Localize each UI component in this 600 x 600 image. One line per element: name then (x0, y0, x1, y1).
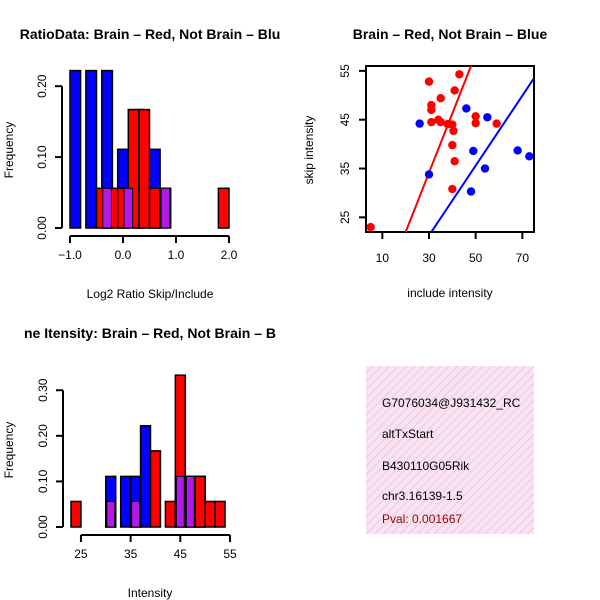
intensity-x-tick-label-3: 55 (223, 547, 237, 561)
scatter-y-tick-label-3: 55 (338, 64, 352, 78)
ratio-x-axis-label: Log2 Ratio Skip/Include (87, 287, 214, 301)
ratio-y-axis-label: Frequency (2, 122, 16, 179)
ratio-overlap-bar-1 (123, 187, 134, 229)
intensity-y-axis-label: Frequency (2, 422, 16, 479)
intensity-histogram-panel: ne Itensity: Brain – Red, Not Brain – B … (2, 325, 276, 600)
ratio-y-tick-label-2: 0.20 (35, 74, 49, 98)
ratio-bar-brain-10 (217, 187, 230, 229)
scatter-point-brain-1 (424, 77, 434, 86)
ratio-chart-title: RatioData: Brain – Red, Not Brain – Blu (20, 26, 281, 42)
intensity-overlap-bar-2 (175, 475, 185, 528)
scatter-x-tick-label-1: 30 (422, 251, 436, 265)
scatter-fit-line-not-brain (430, 77, 534, 232)
scatter-point-not-brain-6 (480, 164, 490, 173)
info-panel: G7076034@J931432_RC altTxStart B430110G0… (366, 366, 534, 534)
ratio-x-tick-label-1: 0.0 (115, 248, 132, 262)
intensity-bars (70, 374, 226, 528)
scatter-point-not-brain-1 (424, 170, 434, 179)
intensity-bar-brain-9 (214, 500, 226, 528)
scatter-y-axis-label: skip intensity (302, 116, 316, 185)
scatter-x-tick-label-2: 50 (469, 251, 483, 265)
info-probe-id: G7076034@J931432_RC (382, 396, 521, 410)
scatter-point-not-brain-4 (469, 146, 478, 156)
scatter-plot-box (365, 65, 535, 233)
ratio-bar-brain-4 (138, 108, 151, 229)
scatter-point-not-brain-3 (466, 187, 476, 196)
intensity-overlap-bar-3 (185, 475, 195, 528)
intensity-bar-not-brain-1 (119, 475, 132, 528)
intensity-y-tick-label-1: 0.10 (36, 469, 50, 493)
ratio-bars (69, 69, 230, 229)
intensity-overlap-bar-0 (106, 500, 116, 528)
scatter-point-not-brain-8 (525, 152, 534, 161)
scatter-point-brain-14 (448, 184, 457, 194)
ratio-y-tick-label-1: 0.10 (35, 145, 49, 169)
intensity-bar-brain-4 (164, 500, 177, 528)
scatter-point-brain-13 (448, 140, 457, 150)
scatter-axes: 10 30 50 70 25 35 45 55 (338, 64, 529, 265)
scatter-chart-title: Brain – Red, Not Brain – Blue (353, 26, 548, 42)
scatter-point-brain-8 (448, 120, 457, 129)
ratio-overlap-bar-0 (102, 187, 112, 229)
scatter-point-brain-17 (492, 119, 501, 128)
scatter-marks (366, 66, 534, 232)
scatter-x-axis-label: include intensity (407, 286, 492, 300)
scatter-point-not-brain-2 (462, 104, 471, 113)
intensity-bar-not-brain-3 (139, 425, 152, 528)
scatter-point-not-brain-5 (483, 113, 492, 122)
scatter-point-not-brain-0 (415, 119, 424, 128)
intensity-bar-brain-7 (194, 475, 206, 528)
scatter-point-brain-0 (366, 222, 375, 232)
scatter-point-brain-15 (471, 112, 480, 121)
scatter-x-tick-label-3: 70 (516, 251, 530, 265)
intensity-x-tick-label-1: 35 (124, 547, 138, 561)
ratio-x-tick-label-3: 2.0 (221, 248, 238, 262)
scatter-point-brain-12 (450, 157, 459, 166)
ratio-x-tick-label-0: −1.0 (58, 248, 82, 262)
scatter-x-tick-label-0: 10 (376, 251, 390, 265)
intensity-overlap-bar-1 (131, 500, 141, 528)
scatter-y-tick-label-1: 35 (338, 162, 352, 176)
info-pval: Pval: 0.001667 (382, 512, 462, 526)
ratio-bar-not-brain-0 (69, 69, 82, 229)
intensity-x-tick-label-0: 25 (74, 547, 88, 561)
scatter-point-brain-9 (449, 126, 458, 136)
scatter-point-not-brain-7 (513, 146, 522, 155)
info-panel-background (366, 366, 534, 534)
intensity-bar-brain-0 (70, 500, 82, 528)
scatter-point-brain-4 (427, 105, 436, 115)
info-event-type: altTxStart (382, 427, 434, 441)
scatter-point-brain-6 (436, 117, 445, 127)
intensity-chart-title: ne Itensity: Brain – Red, Not Brain – B (24, 325, 276, 341)
intensity-x-tick-label-2: 45 (174, 547, 188, 561)
scatter-y-tick-label-0: 25 (338, 210, 352, 224)
intensity-axes: 25 35 45 55 0.00 0.10 0.20 0.30 (36, 378, 237, 561)
info-location: chr3.16139-1.5 (382, 489, 463, 503)
scatter-point-brain-10 (450, 86, 459, 95)
ratio-x-tick-label-2: 1.0 (168, 248, 185, 262)
scatter-point-brain-16 (471, 118, 480, 128)
ratio-overlap-bar-2 (160, 187, 171, 229)
scatter-fit-line-brain (404, 66, 472, 232)
ratio-bar-brain-5 (148, 187, 161, 229)
scatter-point-brain-3 (427, 117, 436, 127)
intensity-bar-brain-3 (149, 450, 162, 528)
ratio-histogram-panel: RatioData: Brain – Red, Not Brain – Blu … (2, 26, 280, 301)
intensity-y-tick-label-3: 0.30 (36, 378, 50, 402)
scatter-y-tick-label-2: 45 (338, 113, 352, 127)
scatter-point-brain-11 (455, 70, 464, 79)
scatter-point-brain-18 (436, 94, 445, 103)
intensity-bar-brain-8 (204, 500, 216, 528)
ratio-bar-not-brain-1 (85, 69, 98, 229)
intensity-y-tick-label-2: 0.20 (36, 424, 50, 448)
ratio-axes: −1.0 0.0 1.0 2.0 0.00 0.10 0.20 (35, 74, 238, 262)
info-gene-name: B430110G05Rik (382, 459, 470, 473)
scatter-panel: Brain – Red, Not Brain – Blue 10 30 50 70 25… (302, 26, 547, 300)
intensity-y-tick-label-0: 0.00 (36, 515, 50, 539)
intensity-x-axis-label: Intensity (128, 586, 173, 600)
ratio-y-tick-label-0: 0.00 (35, 216, 49, 240)
